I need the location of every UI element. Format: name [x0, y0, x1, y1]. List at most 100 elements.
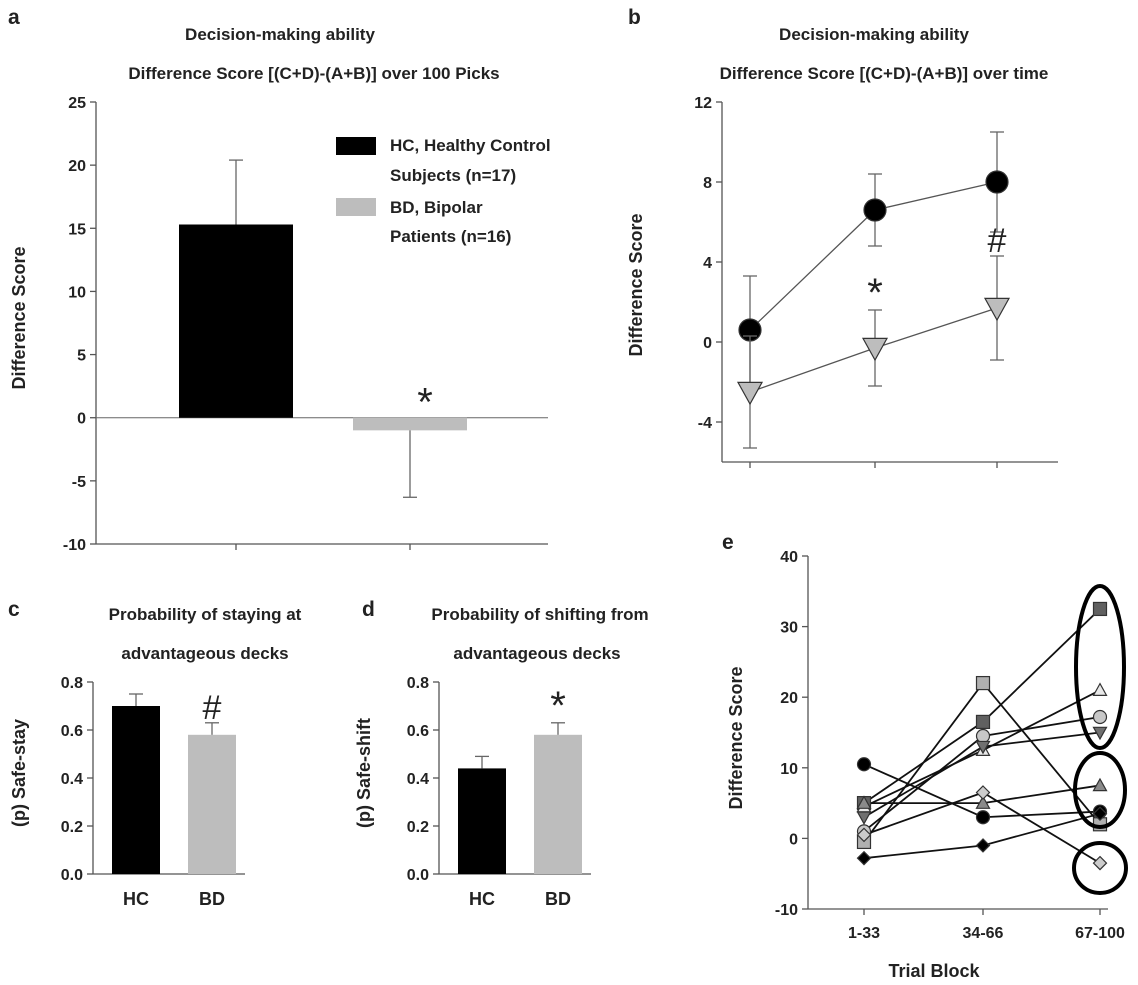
panel-d-bar-1	[534, 734, 582, 874]
legend-hc-swatch	[336, 137, 376, 155]
panel-b-y-tick-label-1: 0	[703, 335, 712, 352]
panel-b-subtitle: Difference Score [(C+D)-(A+B)] over time	[720, 64, 1049, 83]
panel-e-point-6-2	[1092, 855, 1108, 871]
panel-e-point-8-1	[975, 838, 991, 853]
panel-d-ylabel: (p) Safe-shift	[354, 718, 374, 828]
panel-c-bar-0	[112, 706, 160, 874]
panel-a-subtitle: Difference Score [(C+D)-(A+B)] over 100 …	[128, 64, 499, 83]
panel-e-point-8-0	[856, 850, 872, 866]
panel-d-y-tick-label-4: 0.8	[407, 675, 429, 692]
panel-e-point-3-2	[1092, 709, 1108, 725]
panel-e-letter: e	[722, 531, 734, 554]
panel-c-y-tick-label-0: 0.0	[61, 867, 83, 884]
panel-e-point-5-0	[856, 795, 872, 809]
panel-e-point-2-2	[1092, 682, 1108, 696]
panel-e-x-tick-label-1: 34-66	[963, 925, 1004, 942]
panel-b-y-tick-label-3: 8	[703, 175, 712, 192]
panel-b-point-1-2	[983, 297, 1011, 322]
panel-d-y-tick-label-1: 0.2	[407, 819, 429, 836]
panel-a-y-tick-label-0: -10	[63, 537, 86, 554]
panel-e-x-tick-label-2: 67-100	[1075, 925, 1125, 942]
panel-e-point-0-2	[1092, 601, 1108, 617]
panel-b-point-0-2	[985, 170, 1009, 194]
panel-d-y-tick-label-0: 0.0	[407, 867, 429, 884]
legend-hc-label-line2: Subjects (n=17)	[390, 166, 516, 185]
panel-e-x-tick-label-0: 1-33	[848, 925, 880, 942]
panel-d-x-tick-label-0: HC	[469, 889, 495, 909]
panel-c-y-tick-label-2: 0.4	[61, 771, 83, 788]
panel-d-subtitle: advantageous decks	[453, 644, 620, 663]
panel-e-point-4-1	[975, 740, 991, 755]
panel-e-point-4-0	[856, 811, 872, 825]
panel-b-point-0-1	[863, 198, 887, 222]
panel-c-ylabel: (p) Safe-stay	[9, 719, 29, 827]
panel-b-sig-marker-1: *	[867, 271, 883, 315]
legend-hc-label-line1: HC, Healthy Control	[390, 136, 551, 155]
panel-c-subtitle: advantageous decks	[121, 644, 288, 663]
panel-b-point-1-1	[861, 337, 889, 362]
panel-d-title: Probability of shifting from	[431, 605, 648, 624]
panel-e-point-4-2	[1092, 726, 1108, 741]
panel-c-y-tick-label-4: 0.8	[61, 675, 83, 692]
panel-c-x-tick-label-1: BD	[199, 889, 225, 909]
panel-d-x-tick-label-1: BD	[545, 889, 571, 909]
panel-e-ylabel: Difference Score	[726, 666, 746, 809]
panel-e-y-tick-label-1: 0	[789, 831, 798, 848]
panel-a-y-tick-label-5: 15	[68, 221, 86, 238]
panel-a-sig-marker: *	[417, 381, 433, 425]
panel-c-bar-1	[188, 734, 236, 874]
panel-c-title: Probability of staying at	[109, 605, 302, 624]
panel-a-ylabel: Difference Score	[9, 246, 29, 389]
panel-d-y-tick-label-3: 0.6	[407, 723, 429, 740]
panel-e-point-1-1	[975, 675, 991, 691]
panel-b-letter: b	[628, 6, 641, 29]
panel-a-bar-0	[179, 224, 293, 418]
panel-b-y-tick-label-0: -4	[698, 415, 712, 432]
panel-e-point-7-0	[856, 757, 872, 772]
panel-e-point-5-2	[1092, 777, 1108, 792]
panel-e-point-3-1	[975, 728, 991, 744]
panel-c-sig-marker: #	[203, 689, 222, 727]
panel-e-point-7-1	[975, 810, 991, 825]
panel-c-y-tick-label-1: 0.2	[61, 819, 83, 836]
panel-e-y-tick-label-5: 40	[780, 549, 798, 566]
panel-e-xlabel: Trial Block	[888, 961, 980, 981]
panel-e-highlight-ellipse-middle	[1073, 751, 1127, 829]
panel-a-y-tick-label-6: 20	[68, 158, 86, 175]
panel-c-letter: c	[8, 598, 20, 621]
panel-e-series-line-0	[863, 608, 1101, 804]
panel-e-y-tick-label-0: -10	[775, 902, 798, 919]
panel-c-y-tick-label-3: 0.6	[61, 723, 83, 740]
panel-e-y-tick-label-3: 20	[780, 690, 798, 707]
panel-a-y-tick-label-2: 0	[77, 411, 86, 428]
panel-a-y-tick-label-1: -5	[72, 474, 86, 491]
panel-e-point-6-1	[975, 785, 991, 800]
panel-a-y-tick-label-3: 5	[77, 348, 86, 365]
panel-b-title: Decision-making ability	[779, 25, 969, 44]
panel-d-y-tick-label-2: 0.4	[407, 771, 429, 788]
panel-e-y-tick-label-2: 10	[780, 761, 798, 778]
panel-e-point-8-2	[1092, 806, 1108, 822]
panel-e-y-tick-label-4: 30	[780, 620, 798, 637]
panel-b-ylabel: Difference Score	[626, 213, 646, 356]
panel-a-title: Decision-making ability	[185, 25, 375, 44]
panel-a-bar-1	[353, 417, 467, 431]
panel-e-point-5-1	[975, 795, 991, 809]
panel-d-sig-marker: *	[550, 684, 566, 728]
legend-bd-label-line2: Patients (n=16)	[390, 227, 511, 246]
panel-c-x-tick-label-0: HC	[123, 889, 149, 909]
panel-a-y-tick-label-4: 10	[68, 284, 86, 301]
panel-e-highlight-ellipse-bottom	[1072, 841, 1128, 895]
panel-d-letter: d	[362, 598, 375, 621]
panel-b-point-1-0	[736, 381, 764, 406]
panel-e-point-0-1	[975, 714, 991, 730]
panel-b-y-tick-label-4: 12	[694, 95, 712, 112]
legend-bd-label-line1: BD, Bipolar	[390, 198, 483, 217]
panel-a-letter: a	[8, 6, 20, 29]
panel-b-y-tick-label-2: 4	[703, 255, 712, 272]
legend-bd-swatch	[336, 198, 376, 216]
panel-a-y-tick-label-7: 25	[68, 95, 86, 112]
panel-e-highlight-ellipse-top	[1074, 584, 1126, 750]
panel-d-bar-0	[458, 768, 506, 874]
